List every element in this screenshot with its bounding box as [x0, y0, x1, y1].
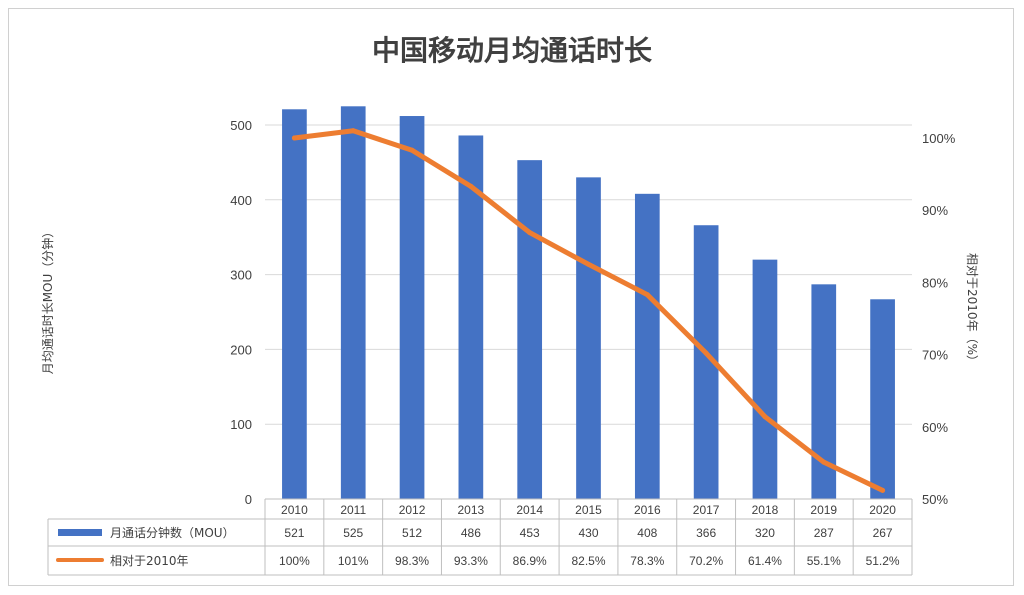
line-point [821, 459, 827, 465]
x-tick-label: 2014 [516, 503, 543, 517]
line-point [527, 230, 533, 236]
x-tick-label: 2013 [458, 503, 485, 517]
data-table: 2010 2011 2012 2013 2014 2015 2016 2017 2018 2019… [47, 498, 913, 576]
y-tick-label: 200 [230, 342, 252, 357]
legend-label: 月通话分钟数（MOU） [110, 525, 235, 540]
chart-title: 中国移动月均通话时长 [372, 34, 652, 67]
data-label: 287 [814, 526, 834, 540]
data-label: 78.3% [630, 554, 664, 568]
y2-tick-label: 90% [922, 203, 948, 218]
x-tick-label: 2017 [693, 503, 720, 517]
data-label: 55.1% [807, 554, 841, 568]
line-series [291, 128, 886, 493]
data-label: 366 [696, 526, 716, 540]
data-label: 51.2% [866, 554, 900, 568]
data-label: 70.2% [689, 554, 723, 568]
data-label: 320 [755, 526, 775, 540]
bar-series [282, 106, 895, 500]
y2-tick-label: 100% [922, 131, 956, 146]
y2-tick-label: 60% [922, 420, 948, 435]
data-label: 521 [284, 526, 304, 540]
line-point [644, 292, 650, 298]
legend-label: 相对于2010年 [110, 554, 189, 568]
y2-tick-label: 70% [922, 348, 948, 363]
bar [282, 109, 307, 500]
y-tick-label: 400 [230, 193, 252, 208]
data-label: 86.9% [513, 554, 547, 568]
bar [458, 135, 484, 500]
data-label: 82.5% [571, 554, 605, 568]
bar [399, 116, 425, 500]
y-axis-label: 月均通话时长MOU（分钟） [40, 226, 55, 375]
line-point [880, 487, 886, 493]
x-tick-label: 2018 [752, 503, 779, 517]
data-label: 61.4% [748, 554, 782, 568]
data-label: 525 [343, 526, 363, 540]
data-label: 100% [279, 554, 310, 568]
bar [576, 177, 601, 500]
line-point [703, 350, 709, 356]
bar [517, 160, 543, 499]
data-label: 512 [402, 526, 422, 540]
line-point [586, 261, 591, 267]
y-tick-label: 500 [230, 118, 252, 133]
line-point [291, 135, 297, 141]
line-point [350, 128, 356, 134]
x-tick-label: 2019 [810, 503, 837, 517]
legend-swatch-bars [58, 529, 102, 536]
y2-tick-label: 50% [922, 492, 948, 507]
y2-tick-label: 80% [922, 275, 948, 290]
data-label: 267 [873, 526, 893, 540]
chart-frame [8, 8, 1014, 586]
x-tick-label: 2010 [281, 503, 308, 517]
data-label: 486 [461, 526, 481, 540]
data-label: 101% [338, 554, 369, 568]
y-axis-ticks: 0 100 200 300 400 500 [230, 118, 252, 507]
data-label: 98.3% [395, 554, 429, 568]
bar [752, 259, 778, 499]
data-label: 93.3% [454, 554, 488, 568]
line-point [762, 414, 768, 420]
y-tick-label: 300 [230, 268, 252, 283]
x-tick-label: 2015 [575, 503, 602, 517]
data-label: 430 [578, 526, 598, 540]
x-tick-label: 2020 [869, 503, 896, 517]
y2-axis-ticks: 50% 60% 70% 80% 90% 100% [922, 131, 956, 507]
line-point [468, 183, 474, 189]
bar [870, 299, 895, 499]
y-tick-label: 100 [230, 417, 252, 432]
y-tick-label: 0 [245, 492, 252, 507]
bar [634, 193, 660, 500]
line-point [409, 147, 415, 153]
data-label: 408 [637, 526, 657, 540]
x-tick-label: 2011 [340, 503, 366, 517]
bar [340, 106, 366, 500]
x-tick-label: 2012 [399, 503, 426, 517]
x-tick-label: 2016 [634, 503, 661, 517]
data-label: 453 [520, 526, 540, 540]
y2-axis-label: 相对于2010年（%） [965, 253, 979, 367]
